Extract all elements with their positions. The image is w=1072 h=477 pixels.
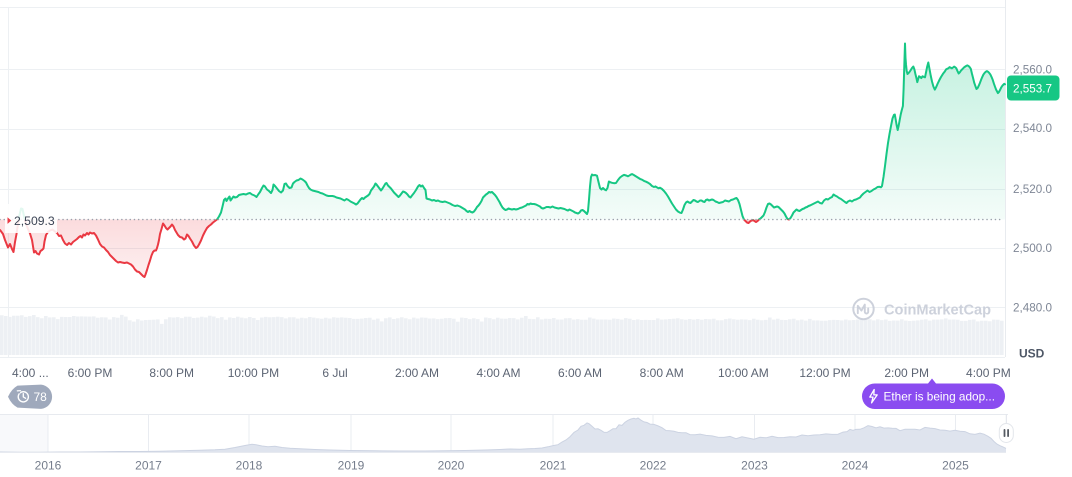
svg-text:CoinMarketCap: CoinMarketCap [884, 303, 991, 319]
svg-text:2,509.3: 2,509.3 [14, 214, 55, 228]
svg-text:USD: USD [1019, 346, 1045, 360]
svg-text:6 Jul: 6 Jul [322, 366, 347, 380]
svg-text:2019: 2019 [338, 459, 365, 473]
svg-text:2024: 2024 [842, 459, 869, 473]
svg-text:6:00 AM: 6:00 AM [558, 366, 602, 380]
svg-text:10:00 AM: 10:00 AM [718, 366, 769, 380]
svg-text:2,540.0: 2,540.0 [1013, 122, 1052, 135]
svg-text:2022: 2022 [640, 459, 667, 473]
svg-text:2,480.0: 2,480.0 [1013, 301, 1052, 314]
svg-text:2020: 2020 [438, 459, 465, 473]
svg-text:2,560.0: 2,560.0 [1013, 64, 1052, 77]
svg-text:78: 78 [34, 390, 48, 404]
svg-text:4:00 PM: 4:00 PM [966, 366, 1011, 380]
svg-text:2:00 PM: 2:00 PM [884, 366, 929, 380]
svg-text:6:00 PM: 6:00 PM [68, 366, 113, 380]
svg-text:12:00 PM: 12:00 PM [799, 366, 850, 380]
svg-text:8:00 AM: 8:00 AM [640, 366, 684, 380]
svg-text:2018: 2018 [236, 459, 263, 473]
svg-text:4:00 AM: 4:00 AM [476, 366, 520, 380]
svg-text:2017: 2017 [135, 459, 162, 473]
svg-text:Ether is being adop...: Ether is being adop... [884, 390, 996, 404]
svg-text:2025: 2025 [942, 459, 969, 473]
svg-text:10:00 PM: 10:00 PM [228, 366, 279, 380]
svg-text:2021: 2021 [540, 459, 567, 473]
svg-text:2,553.7: 2,553.7 [1013, 82, 1052, 95]
svg-text:2,500.0: 2,500.0 [1013, 242, 1052, 255]
svg-text:2:00 AM: 2:00 AM [395, 366, 439, 380]
svg-text:2016: 2016 [35, 459, 62, 473]
svg-text:2023: 2023 [741, 459, 768, 473]
svg-text:4:00 ...: 4:00 ... [12, 366, 49, 380]
svg-text:8:00 PM: 8:00 PM [149, 366, 194, 380]
svg-text:2,520.0: 2,520.0 [1013, 183, 1052, 196]
